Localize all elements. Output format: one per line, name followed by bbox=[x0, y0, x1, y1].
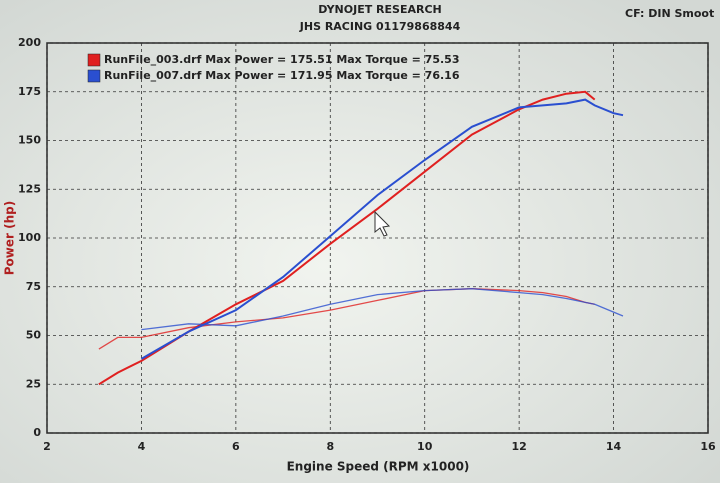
legend-swatch bbox=[87, 69, 101, 83]
y-tick-label: 0 bbox=[33, 426, 41, 439]
x-tick-label: 4 bbox=[138, 440, 146, 453]
annotation: CF: DIN Smoot bbox=[625, 7, 714, 20]
plot-area: 0 25 50 75 100 125 150 175 200 2 4 6 8 10 12 14 16 RunFil… bbox=[18, 36, 716, 453]
x-tick-label: 2 bbox=[43, 440, 51, 453]
y-tick-label: 175 bbox=[18, 85, 41, 98]
legend-label: RunFile_003.drf Max Power = 175.51 Max T… bbox=[104, 53, 459, 66]
y-tick-label: 125 bbox=[18, 182, 41, 195]
y-tick-label: 100 bbox=[18, 231, 41, 244]
x-tick-label: 12 bbox=[511, 440, 526, 453]
y-tick-label: 150 bbox=[18, 134, 41, 147]
y-tick-label: 200 bbox=[18, 36, 41, 49]
power-line bbox=[98, 90, 596, 386]
power-line bbox=[140, 98, 624, 360]
legend-label: RunFile_007.drf Max Power = 171.95 Max T… bbox=[104, 69, 460, 82]
x-tick-label: 14 bbox=[606, 440, 622, 453]
chart-title: DYNOJET RESEARCH bbox=[318, 3, 441, 16]
y-tick-label: 50 bbox=[26, 329, 42, 342]
legend-swatch bbox=[87, 53, 101, 67]
torque-line bbox=[141, 288, 624, 331]
x-tick-label: 10 bbox=[417, 440, 433, 453]
x-tick-label: 6 bbox=[232, 440, 240, 453]
y-tick-label: 25 bbox=[26, 377, 41, 390]
chart-subtitle: JHS RACING 01179868844 bbox=[299, 20, 461, 33]
torque-line bbox=[98, 288, 595, 350]
x-tick-label: 16 bbox=[700, 440, 716, 453]
mouse-cursor bbox=[374, 210, 391, 237]
x-tick-label: 8 bbox=[326, 440, 334, 453]
y-tick-label: 75 bbox=[26, 280, 41, 293]
y-axis-label: Power (hp) bbox=[3, 201, 17, 275]
x-axis-label: Engine Speed (RPM x1000) bbox=[287, 460, 470, 474]
